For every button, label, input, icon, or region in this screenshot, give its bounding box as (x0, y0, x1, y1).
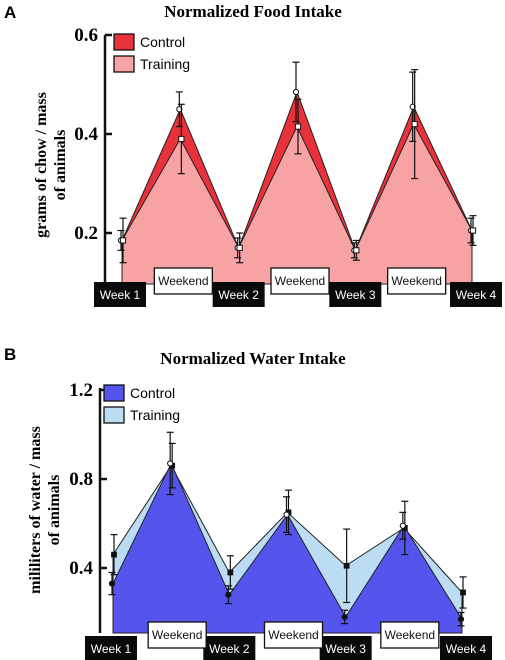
weekend-label-box (380, 621, 440, 649)
legend-label: Control (130, 385, 175, 401)
y-axis-label: grams of chow / mass of animals (33, 92, 69, 238)
chart-title: Normalized Food Intake (164, 2, 342, 21)
week-label: Week 1 (100, 288, 141, 302)
week-label-box (329, 282, 382, 307)
weekend-label-box (387, 267, 447, 295)
y-tick-label: 0.4 (69, 558, 93, 579)
weekend-label: Weekend (385, 628, 435, 642)
data-point (292, 88, 300, 96)
week-label-box (94, 282, 146, 307)
week-label-box (212, 282, 265, 307)
panel-letter: A (4, 3, 16, 22)
legend-label: Control (140, 34, 185, 50)
legend-swatch (103, 406, 125, 424)
data-point (111, 551, 117, 558)
data-point (411, 121, 418, 128)
data-point (236, 244, 243, 251)
week-label-box (203, 636, 256, 660)
data-point (457, 616, 465, 623)
week-label: Week 1 (91, 642, 132, 656)
data-point (227, 569, 234, 576)
y-tick-label: 0.2 (74, 223, 98, 244)
data-point (225, 591, 232, 598)
data-point (469, 227, 477, 234)
week-label: Week 4 (446, 642, 487, 656)
y-axis-label-line: of animals (52, 130, 69, 201)
data-point (341, 613, 348, 621)
week-label-box (450, 282, 502, 307)
y-tick-label: 1.2 (69, 380, 93, 401)
legend-label: Training (140, 56, 190, 72)
data-point (108, 580, 116, 587)
y-axis-label-line: grams of chow / mass (33, 92, 50, 238)
week-label-box (85, 636, 137, 660)
weekend-label: Weekend (391, 274, 441, 288)
week-label-box (440, 636, 492, 660)
legend-swatch (103, 384, 125, 402)
weekend-label: Weekend (158, 274, 208, 288)
data-point (353, 247, 360, 254)
chart-title: Normalized Water Intake (160, 349, 346, 368)
area-training (121, 122, 473, 285)
week-label-box (319, 636, 372, 660)
y-axis-label-line: of animals (46, 475, 63, 546)
weekend-label: Weekend (152, 628, 202, 642)
panel-a: A Normalized Food Intake 0.2 0.4 0.6 grams of… (4, 2, 502, 307)
data-point (167, 460, 174, 467)
weekend-label-box (147, 621, 207, 649)
panel-b: B Normalized Water Intake 0.4 0.8 1.2 mililit… (4, 345, 492, 660)
week-label: Week 3 (325, 642, 366, 656)
data-point (119, 237, 127, 244)
legend-label: Training (130, 407, 180, 423)
weekend-label-box (270, 267, 330, 295)
week-label: Week 4 (456, 288, 497, 302)
legend-swatch (113, 55, 135, 73)
weekend-label-box (263, 621, 324, 649)
data-point (294, 123, 302, 130)
y-tick-label: 0.8 (69, 469, 93, 490)
data-point (460, 589, 466, 596)
y-tick-label: 0.6 (74, 25, 98, 46)
area-control (112, 462, 463, 634)
panel-letter: B (4, 345, 16, 364)
legend-swatch (113, 33, 135, 51)
y-axis-label: mililiters of water / mass of animals (27, 426, 63, 594)
data-point (399, 522, 406, 529)
week-label: Week 3 (335, 288, 376, 302)
weekend-label: Weekend (268, 628, 318, 642)
data-point (343, 562, 350, 569)
data-point (178, 135, 185, 143)
week-label: Week 2 (218, 288, 259, 302)
week-label: Week 2 (209, 642, 250, 656)
y-axis-label-line: mililiters of water / mass (27, 426, 44, 594)
weekend-label: Weekend (275, 274, 325, 288)
weekend-label-box (153, 267, 213, 295)
data-point (283, 511, 290, 518)
y-tick-label: 0.4 (74, 124, 98, 145)
